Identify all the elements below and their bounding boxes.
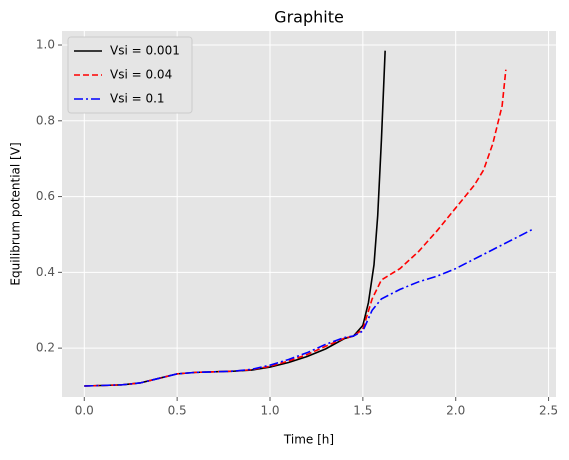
y-tick-label: 0.2: [36, 341, 55, 355]
legend-box: [67, 36, 193, 114]
legend-label: Vsi = 0.04: [110, 68, 172, 82]
x-tick-label: 2.0: [446, 404, 465, 418]
legend-label: Vsi = 0.001: [110, 44, 180, 58]
y-tick-label: 0.6: [36, 189, 55, 203]
y-axis-label: Equilibrum potential [V]: [9, 142, 23, 285]
x-tick-label: 1.0: [260, 404, 279, 418]
line: [84, 50, 386, 387]
x-axis-label: Time [h]: [283, 433, 334, 447]
x-tick-label: 0.0: [75, 404, 94, 418]
y-tick-label: 0.8: [36, 113, 55, 127]
legend-label: Vsi = 0.1: [110, 92, 165, 106]
x-tick-label: 0.5: [168, 404, 187, 418]
line: [84, 69, 507, 387]
y-tick-label: 1.0: [36, 38, 55, 52]
x-tick-label: 1.5: [353, 404, 372, 418]
y-tick-label: 0.4: [36, 265, 55, 279]
x-tick-label: 2.5: [539, 404, 558, 418]
line: [84, 228, 535, 387]
chart-title: Graphite: [274, 8, 344, 27]
